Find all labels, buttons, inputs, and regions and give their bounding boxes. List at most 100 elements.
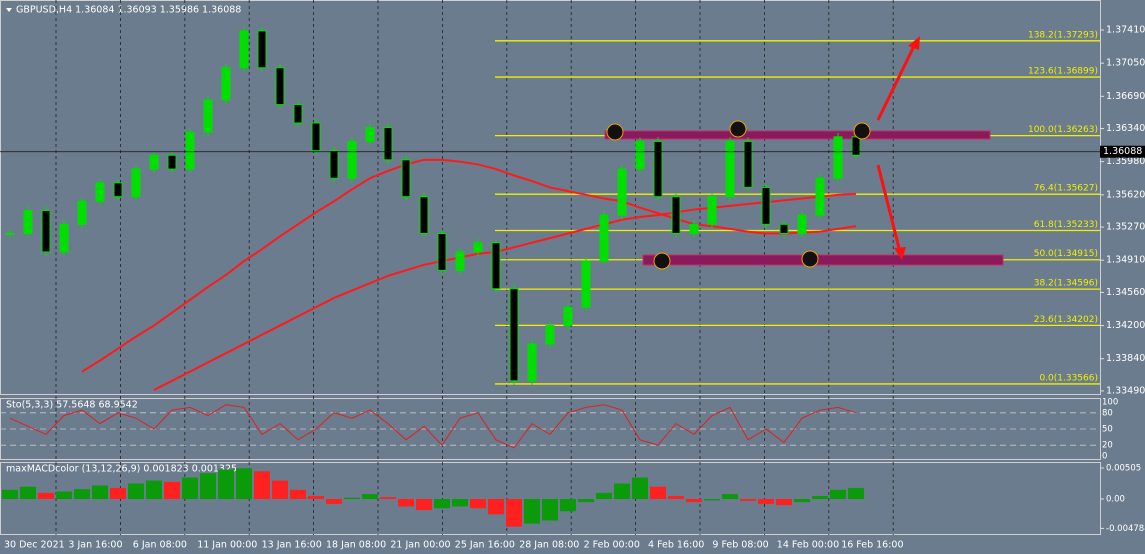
macd-bar [578,499,594,503]
candle [617,168,627,216]
candle [689,223,699,235]
candle [437,233,447,271]
macd-bar [632,477,648,499]
candle [131,168,141,198]
candle [455,251,465,271]
price-layer [0,26,1100,391]
x-tick-label: 25 Jan 16:00 [455,540,515,551]
macd-bar [38,492,54,499]
macd-bar [326,499,342,504]
candle [5,233,15,236]
candle [833,136,843,179]
arrow-head [894,247,906,260]
macd-tick-label: -0.004784 [1106,524,1145,534]
candle [563,306,573,327]
stochastic-title: Sto(5,3,3) 57.5648 68.9542 [6,400,138,411]
macd-bar [344,497,360,499]
resistance-zone [604,130,991,140]
candle [203,99,213,133]
fib-label: 0.0(1.33566) [1039,373,1098,383]
macd-bar [668,495,684,499]
x-tick-label: 30 Dec 2021 [4,540,65,551]
macd-bar [848,487,864,499]
macd-bar [776,499,792,506]
fib-label: 76.4(1.35627) [1034,184,1098,194]
candle [491,242,501,290]
candle [473,242,483,253]
current-price-label: 1.36088 [1103,146,1142,157]
candle [779,223,789,235]
fib-label: 100.0(1.36263) [1028,125,1098,135]
candle [275,67,285,106]
candle [41,209,51,253]
candle [257,30,267,69]
candle [419,196,429,235]
macd-bar [128,483,144,499]
candle [527,343,537,382]
candle [77,200,87,225]
macd-tick-label: 0.00505 [1106,463,1141,473]
y-tick-label: 1.34910 [1106,255,1145,266]
x-tick-label: 2 Feb 00:00 [584,540,640,551]
macd-bar [596,492,612,499]
y-tick-label: 1.37050 [1106,58,1145,69]
moving-average [81,158,857,373]
macd-title: maxMACDcolor (13,12,26,9) 0.001823 0.001… [6,464,237,475]
macd-bar [74,489,90,499]
macd-bar [758,499,774,504]
x-tick-label: 18 Jan 08:00 [326,540,386,551]
candle [707,196,717,225]
candle [239,30,249,69]
macd-bar [794,499,810,503]
price-panel [0,0,1101,395]
fib-label: 50.0(1.34915) [1034,249,1098,259]
macd-bar [452,499,468,507]
macd-bar [200,473,216,499]
macd-bar [704,499,720,501]
candle [95,182,105,202]
macd-bar [434,499,450,509]
macd-bar [2,489,18,499]
trough-marker [653,252,671,270]
candle [725,140,735,198]
fib-layer: 138.2(1.37293) 123.6(1.36899) 100.0(1.3626… [495,30,1100,385]
macd-bar [830,489,846,499]
macd-bar [92,485,108,499]
x-tick-label: 13 Jan 16:00 [262,540,322,551]
macd-bar [380,497,396,499]
x-tick-label: 3 Jan 16:00 [68,540,122,551]
candle [167,154,177,170]
stochastic-tick-label: 100 [1102,398,1118,408]
macd-bar [560,499,576,512]
x-tick-label: 9 Feb 08:00 [712,540,768,551]
current-price-box [1100,145,1145,158]
x-tick-label: 14 Feb 00:00 [777,540,839,551]
stochastic-tick-label: 50 [1102,425,1113,435]
grid-layer [55,0,894,535]
macd-bar [272,480,288,499]
candle [383,127,393,161]
fib-label: 23.6(1.34202) [1034,315,1098,325]
trough-marker [801,250,819,268]
macd-bar [236,468,252,499]
peak-marker [606,123,624,141]
candle [293,104,303,124]
y-tick-label: 1.37410 [1106,25,1145,36]
macd-bar [812,495,828,499]
macd-bar [290,489,306,499]
macd-bar [218,469,234,499]
x-tick-label: 4 Feb 16:00 [648,540,704,551]
candle [797,214,807,235]
candle [671,196,681,235]
macd-bar [20,486,36,499]
arrow-down [876,164,902,253]
levels-annotation [604,130,1004,266]
candle [347,140,357,179]
candle [149,154,159,170]
macd-bar [650,486,666,499]
macd-bar [740,499,756,501]
candle [653,140,663,198]
x-tick-label: 6 Jan 08:00 [133,540,187,551]
stochastic-line [9,404,857,449]
